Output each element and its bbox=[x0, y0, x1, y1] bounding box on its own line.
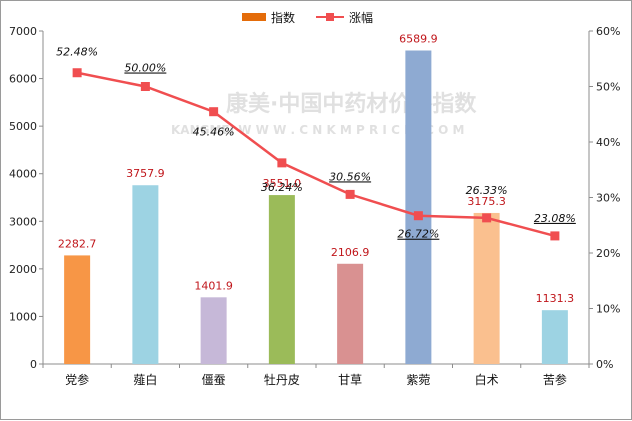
line-series bbox=[72, 68, 560, 241]
bar-data-label: 3757.9 bbox=[126, 167, 165, 180]
bars bbox=[64, 50, 568, 365]
bar bbox=[64, 255, 91, 364]
line-data-label: 26.33% bbox=[466, 184, 508, 197]
watermark-line1: 康美·中国中药材价格指数 bbox=[226, 91, 477, 117]
y-right-tick-label: 10% bbox=[596, 303, 620, 316]
x-tick-label: 薤白 bbox=[133, 372, 157, 387]
line-point bbox=[209, 107, 219, 117]
y-right-tick-label: 20% bbox=[596, 247, 620, 260]
y-left-tick-label: 7000 bbox=[9, 25, 37, 38]
bar-data-label: 3551.0 bbox=[263, 177, 302, 190]
line-data-label: 45.46% bbox=[193, 126, 235, 139]
legend: 指数 涨幅 bbox=[242, 10, 373, 25]
y-left-tick-label: 4000 bbox=[9, 168, 37, 181]
legend-line-label: 涨幅 bbox=[349, 10, 373, 25]
y-left-tick-label: 6000 bbox=[9, 73, 37, 86]
line-data-label: 52.48% bbox=[56, 46, 98, 59]
x-tick-label: 牡丹皮 bbox=[264, 372, 300, 387]
bar-data-label: 1401.9 bbox=[194, 279, 233, 292]
bar-data-label: 3175.3 bbox=[467, 195, 506, 208]
line-point bbox=[72, 68, 82, 78]
bar bbox=[405, 50, 432, 365]
legend-line-marker bbox=[326, 13, 334, 21]
bar bbox=[541, 310, 568, 364]
legend-bar-swatch bbox=[242, 13, 266, 21]
y-left-tick-label: 1000 bbox=[9, 310, 37, 323]
line-data-label: 36.24% bbox=[261, 181, 303, 194]
x-tick-label: 白术 bbox=[475, 372, 499, 387]
bar bbox=[132, 185, 159, 364]
bar-data-label: 6589.9 bbox=[399, 33, 438, 46]
line-data-label: 50.00% bbox=[124, 62, 166, 75]
line-labels: 52.48% 50.00% 45.46% 36.24% 30.56% 26.72% 26.3… bbox=[56, 46, 576, 241]
y-right-tick-label: 40% bbox=[596, 136, 620, 149]
y-right-tick-label: 60% bbox=[596, 25, 620, 38]
legend-bar-label: 指数 bbox=[271, 10, 295, 25]
x-tick-label: 党参 bbox=[65, 372, 89, 387]
bar bbox=[337, 263, 364, 364]
line-point bbox=[345, 189, 355, 199]
line-data-label: 26.72% bbox=[397, 228, 439, 241]
line-path bbox=[76, 71, 556, 238]
line-point bbox=[277, 158, 287, 168]
bar bbox=[473, 212, 500, 364]
line-point bbox=[482, 213, 492, 223]
x-tick-label: 甘草 bbox=[338, 373, 362, 387]
bar-data-label: 2106.9 bbox=[331, 246, 370, 259]
line-point bbox=[140, 82, 150, 91]
line-data-label: 30.56% bbox=[329, 170, 371, 183]
bar bbox=[268, 195, 295, 364]
bar bbox=[200, 297, 227, 364]
axes: 0 1000 2000 3000 4000 5000 6000 7000 0% 10% 20% 30%… bbox=[9, 25, 620, 387]
y-left-tick-label: 0 bbox=[30, 358, 37, 371]
y-left-tick-label: 2000 bbox=[9, 263, 37, 276]
x-tick-label: 紫菀 bbox=[406, 373, 430, 387]
line-data-label: 23.08% bbox=[534, 212, 576, 225]
x-tick-label: 僵蚕 bbox=[202, 373, 226, 387]
y-left-tick-label: 3000 bbox=[9, 215, 37, 228]
y-right-tick-label: 50% bbox=[596, 81, 620, 94]
y-left-tick-label: 5000 bbox=[9, 120, 37, 133]
bar-labels: 2282.7 3757.9 1401.9 3551.0 2106.9 6589.9 3175… bbox=[58, 33, 574, 306]
y-right-tick-label: 0% bbox=[596, 358, 613, 371]
line-point bbox=[413, 211, 423, 221]
line-point bbox=[550, 231, 560, 241]
y-right-tick-label: 30% bbox=[596, 192, 620, 205]
bar-data-label: 2282.7 bbox=[58, 237, 97, 250]
x-tick-label: 苦参 bbox=[543, 372, 567, 387]
bar-data-label: 1131.3 bbox=[536, 292, 575, 305]
